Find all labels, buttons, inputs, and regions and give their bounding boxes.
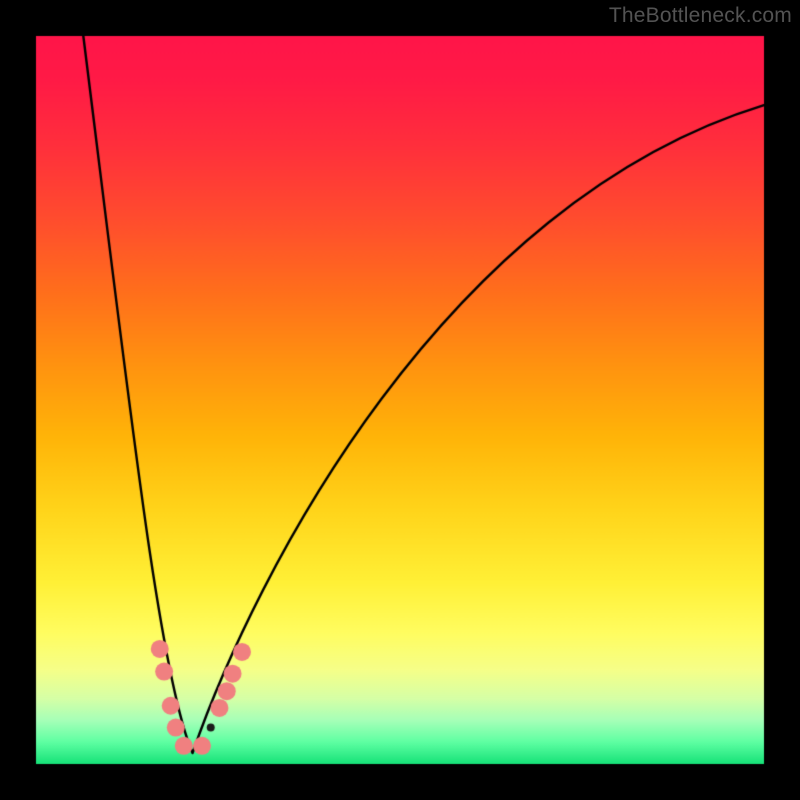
watermark-label: TheBottleneck.com [609,4,792,28]
chart-stage: TheBottleneck.com [0,0,800,800]
bottleneck-chart-canvas [0,0,800,800]
